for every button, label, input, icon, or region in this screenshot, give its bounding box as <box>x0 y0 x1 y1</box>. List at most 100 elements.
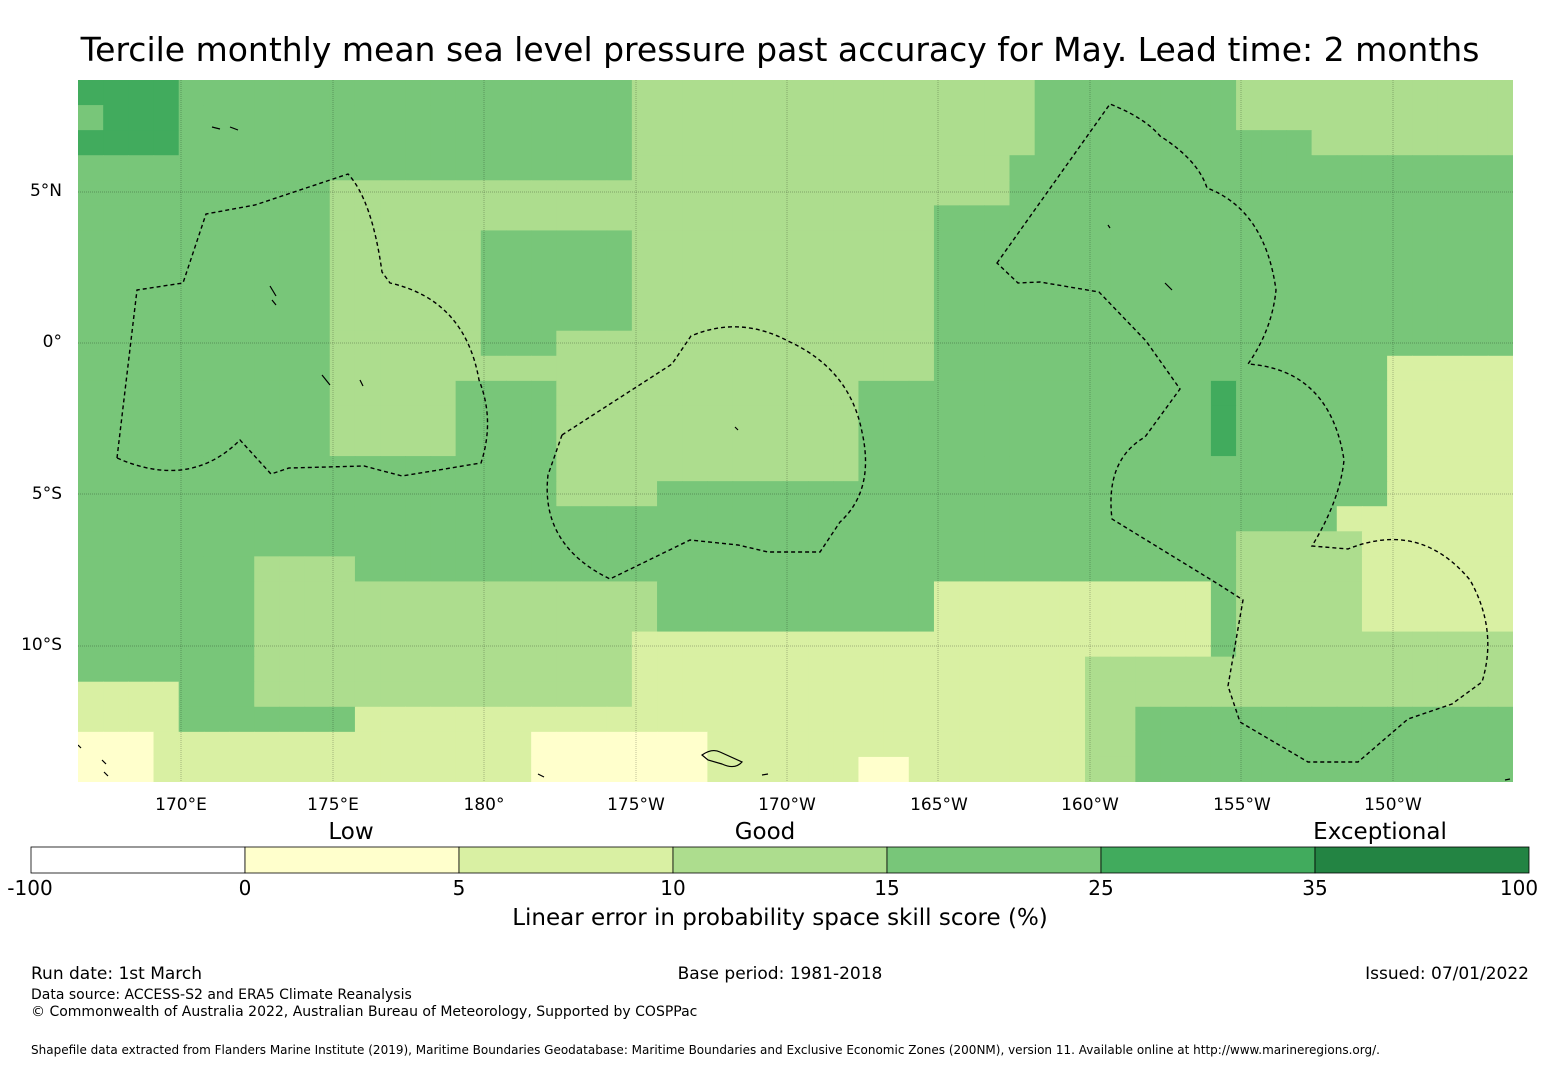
skill-cell <box>1311 255 1338 282</box>
skill-cell <box>1261 456 1288 482</box>
skill-cell <box>1236 606 1262 633</box>
skill-cell <box>229 656 255 683</box>
skill-cell <box>933 405 960 432</box>
skill-cell <box>455 155 482 181</box>
skill-cell <box>757 606 784 633</box>
skill-cell <box>153 405 180 432</box>
skill-cell <box>480 481 507 507</box>
skill-cell <box>254 706 281 733</box>
colorbar-swatch <box>886 846 1102 874</box>
skill-cell <box>984 280 1011 307</box>
skill-cell <box>1286 731 1313 758</box>
skill-cell <box>1361 756 1388 782</box>
skill-cell <box>380 731 406 758</box>
skill-cell <box>1387 456 1413 482</box>
skill-cell <box>405 105 432 131</box>
skill-cell <box>203 405 230 432</box>
skill-cell <box>1412 280 1439 307</box>
skill-cell <box>1487 656 1513 683</box>
skill-cell <box>556 606 583 633</box>
skill-cell <box>153 255 180 282</box>
skill-cell <box>631 405 658 432</box>
skill-cell <box>908 255 935 282</box>
skill-cell <box>203 681 230 708</box>
skill-cell <box>153 230 180 257</box>
skill-cell <box>1412 481 1439 507</box>
skill-cell <box>808 380 834 407</box>
colorbar-tick: 0 <box>238 876 252 900</box>
skill-cell <box>329 581 356 608</box>
skill-cell <box>757 731 784 758</box>
skill-cell <box>229 606 255 633</box>
skill-cell <box>581 255 608 282</box>
skill-cell <box>1185 606 1212 633</box>
skill-cell <box>1160 80 1187 106</box>
skill-cell <box>1236 380 1262 407</box>
skill-cell <box>480 606 507 633</box>
skill-cell <box>78 230 104 257</box>
skill-cell <box>229 731 255 758</box>
skill-cell <box>908 631 935 658</box>
skill-cell <box>933 631 960 658</box>
skill-cell <box>631 531 658 557</box>
skill-cell <box>732 155 759 181</box>
skill-cell <box>682 305 708 332</box>
skill-cell <box>606 130 633 156</box>
skill-cell <box>933 431 960 457</box>
skill-cell <box>103 681 129 708</box>
skill-cell <box>908 756 935 782</box>
skill-cell <box>1034 355 1061 382</box>
skill-cell <box>505 531 532 557</box>
skill-cell <box>505 731 532 758</box>
skill-cell <box>908 506 935 532</box>
skill-cell <box>606 656 633 683</box>
skill-cell <box>430 105 457 131</box>
skill-cell <box>1286 506 1313 532</box>
skill-cell <box>1185 456 1212 482</box>
skill-cell <box>279 681 306 708</box>
skill-cell <box>203 656 230 683</box>
skill-cell <box>959 581 985 608</box>
skill-cell <box>1110 255 1136 282</box>
skill-cell <box>229 105 255 131</box>
skill-cell <box>657 631 683 658</box>
skill-cell <box>153 330 180 357</box>
lat-label-5n: 5°N <box>29 181 62 201</box>
skill-cell <box>78 706 104 733</box>
skill-cell <box>1412 631 1439 658</box>
skill-cell <box>1311 731 1338 758</box>
skill-cell <box>682 581 708 608</box>
skill-cell <box>1009 431 1036 457</box>
skill-cell <box>254 756 281 782</box>
skill-cell <box>833 606 860 633</box>
skill-cell <box>279 180 306 206</box>
skill-cell <box>682 456 708 482</box>
skill-cell <box>380 255 406 282</box>
skill-cell <box>1261 706 1288 733</box>
skill-cell <box>1437 230 1464 257</box>
skill-cell <box>1160 631 1187 658</box>
skill-cell <box>405 731 432 758</box>
skill-cell <box>1034 456 1061 482</box>
skill-cell <box>908 155 935 181</box>
skill-cell <box>1185 155 1212 181</box>
skill-cell <box>1085 556 1111 583</box>
skill-cell <box>1135 305 1162 332</box>
skill-cell <box>606 431 633 457</box>
skill-cell <box>1110 80 1136 106</box>
skill-cell <box>1286 180 1313 206</box>
skill-cell <box>1286 105 1313 131</box>
skill-cell <box>178 280 205 307</box>
skill-cell <box>732 606 759 633</box>
skill-cell <box>405 355 432 382</box>
skill-cell <box>405 405 432 432</box>
skill-cell <box>304 355 331 382</box>
skill-cell <box>1236 631 1262 658</box>
skill-cell <box>581 681 608 708</box>
skill-cell <box>78 731 104 758</box>
skill-cell <box>732 756 759 782</box>
skill-cell <box>581 80 608 106</box>
skill-cell <box>707 456 734 482</box>
skill-cell <box>1009 631 1036 658</box>
skill-cell <box>380 130 406 156</box>
